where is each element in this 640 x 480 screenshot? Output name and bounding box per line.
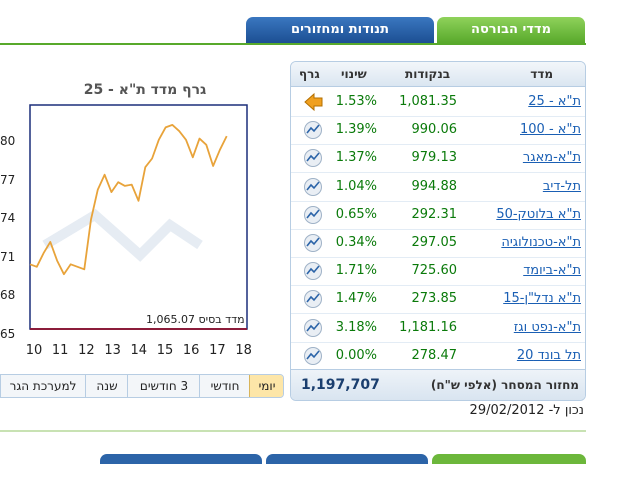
chart-frame — [29, 104, 248, 330]
index-change: 1.37% — [335, 150, 377, 166]
base-label: מדד בסיס 1,065.07 — [146, 313, 245, 326]
header-points: בנקודות — [405, 67, 451, 81]
index-name-link[interactable]: ת"א - 25 — [528, 94, 581, 109]
period-monthly-button[interactable]: חודשי — [199, 375, 250, 397]
series-line — [29, 123, 228, 276]
x-tick-label: 16 — [182, 343, 200, 358]
bottom-divider — [0, 430, 586, 432]
arrow-left-icon[interactable] — [303, 92, 323, 112]
table-row: ת"א - 100 990.06 1.39% — [291, 115, 585, 146]
index-name-link[interactable]: תל-דיב — [542, 178, 581, 194]
chart-icon[interactable] — [303, 346, 323, 366]
index-change: 1.47% — [335, 291, 377, 307]
index-chart: מדד בסיס 1,065.07 — [29, 104, 248, 330]
bottom-tab-2[interactable] — [266, 454, 428, 464]
chart-icon[interactable] — [303, 261, 323, 281]
index-name-link[interactable]: ת"א-ביומד — [523, 263, 581, 279]
table-row: תל-דיב 994.88 1.04% — [291, 172, 585, 202]
index-points: 979.13 — [411, 150, 458, 166]
trading-volume-value: 1,197,707 — [301, 377, 380, 393]
index-name-link[interactable]: ת"א-טכנולוגיה — [501, 235, 581, 250]
index-name-link[interactable]: תל בונד 20 — [516, 347, 581, 363]
index-name-link[interactable]: ת"א - 100 — [520, 122, 581, 138]
index-points: 990.06 — [411, 122, 458, 138]
y-tick-label: 74 — [0, 211, 16, 226]
trading-volume-label: מחזור המסחר (אלפי ש"ח) — [430, 378, 579, 392]
watermark — [42, 208, 203, 262]
index-change: 1.04% — [335, 178, 377, 194]
index-name-link[interactable]: ת"א בלוטק-50 — [496, 206, 581, 222]
chart-icon[interactable] — [303, 148, 323, 168]
index-points: 292.31 — [411, 206, 458, 222]
chart-icon[interactable] — [303, 120, 323, 140]
index-points: 1,181.16 — [399, 319, 457, 335]
bottom-tab-1[interactable] — [100, 454, 262, 464]
header-change: שינוי — [341, 67, 367, 81]
period-3months-button[interactable]: 3 חודשים — [127, 375, 200, 397]
y-tick-label: 80 — [0, 134, 16, 148]
table-row: ת"א-ביומד 725.60 1.71% — [291, 256, 585, 287]
index-points: 994.88 — [411, 178, 458, 194]
x-tick-label: 10 — [25, 343, 43, 358]
y-tick-label: 68 — [0, 288, 16, 303]
y-tick-label: 77 — [0, 172, 16, 187]
index-change: 1.53% — [335, 94, 377, 109]
y-tick-label: 65 — [0, 327, 16, 341]
index-name-link[interactable]: ת"א נדל"ן-15 — [503, 291, 581, 307]
index-change: 0.00% — [335, 347, 377, 363]
header-chart: גרף — [299, 67, 320, 81]
trading-volume-row: מחזור המסחר (אלפי ש"ח) 1,197,707 — [291, 369, 585, 400]
index-name-link[interactable]: ת"א-מאגר — [522, 150, 581, 166]
chart-icon[interactable] — [303, 289, 323, 309]
update-date: נכון ל- 29/02/2012 — [469, 403, 584, 418]
table-row: ת"א - 25 1,081.35 1.53% — [291, 87, 585, 117]
chart-title: גרף מדד ת"א - 25 — [83, 82, 207, 98]
table-row: ת"א-נפט וגז 1,181.16 3.18% — [291, 313, 585, 343]
tab-divider — [0, 43, 586, 45]
x-tick-label: 11 — [51, 343, 69, 358]
y-tick-label: 71 — [0, 249, 16, 264]
table-row: ת"א-מאגר 979.13 1.37% — [291, 143, 585, 174]
table-header: מדד בנקודות שינוי גרף — [291, 62, 585, 87]
tab-volatility[interactable]: תנודות ומחזורים — [246, 17, 434, 43]
x-tick-label: 17 — [209, 343, 226, 358]
index-points: 297.05 — [411, 235, 458, 250]
chart-icon[interactable] — [303, 177, 323, 197]
x-tick-label: 13 — [104, 343, 121, 358]
index-change: 1.39% — [335, 122, 377, 138]
period-daily-button[interactable]: יומי — [249, 375, 283, 397]
chart-icon[interactable] — [303, 318, 323, 338]
table-row: ת"א בלוטק-50 292.31 0.65% — [291, 200, 585, 230]
header-index: מדד — [530, 67, 553, 81]
bottom-tab-3[interactable] — [432, 454, 586, 464]
period-selector: יומי חודשי 3 חודשים שנה למערכת הגר — [0, 374, 284, 398]
x-tick-label: 18 — [235, 343, 252, 358]
index-points: 725.60 — [411, 263, 458, 279]
tab-indices[interactable]: מדדי הבורסה — [437, 17, 585, 43]
table-row: ת"א נדל"ן-15 273.85 1.47% — [291, 284, 585, 315]
period-year-button[interactable]: שנה — [85, 375, 128, 397]
chart-system-link[interactable]: למערכת הגר — [9, 379, 77, 393]
x-tick-label: 15 — [156, 343, 174, 358]
table-row: ת"א-טכנולוגיה 297.05 0.34% — [291, 228, 585, 258]
index-name-link[interactable]: ת"א-נפט וגז — [513, 319, 581, 335]
x-tick-label: 14 — [130, 343, 148, 358]
indices-table: מדד בנקודות שינוי גרף ת"א - 25 1,081.35 1.… — [290, 61, 586, 401]
x-tick-label: 12 — [78, 343, 95, 358]
index-points: 273.85 — [411, 291, 458, 307]
chart-icon[interactable] — [303, 205, 323, 225]
index-change: 0.34% — [335, 235, 377, 250]
index-change: 3.18% — [335, 319, 377, 335]
table-row: תל בונד 20 278.47 0.00% — [291, 341, 585, 371]
index-change: 1.71% — [335, 263, 377, 279]
chart-icon[interactable] — [303, 233, 323, 253]
index-change: 0.65% — [335, 206, 377, 222]
index-points: 1,081.35 — [399, 94, 457, 109]
index-points: 278.47 — [411, 347, 458, 363]
